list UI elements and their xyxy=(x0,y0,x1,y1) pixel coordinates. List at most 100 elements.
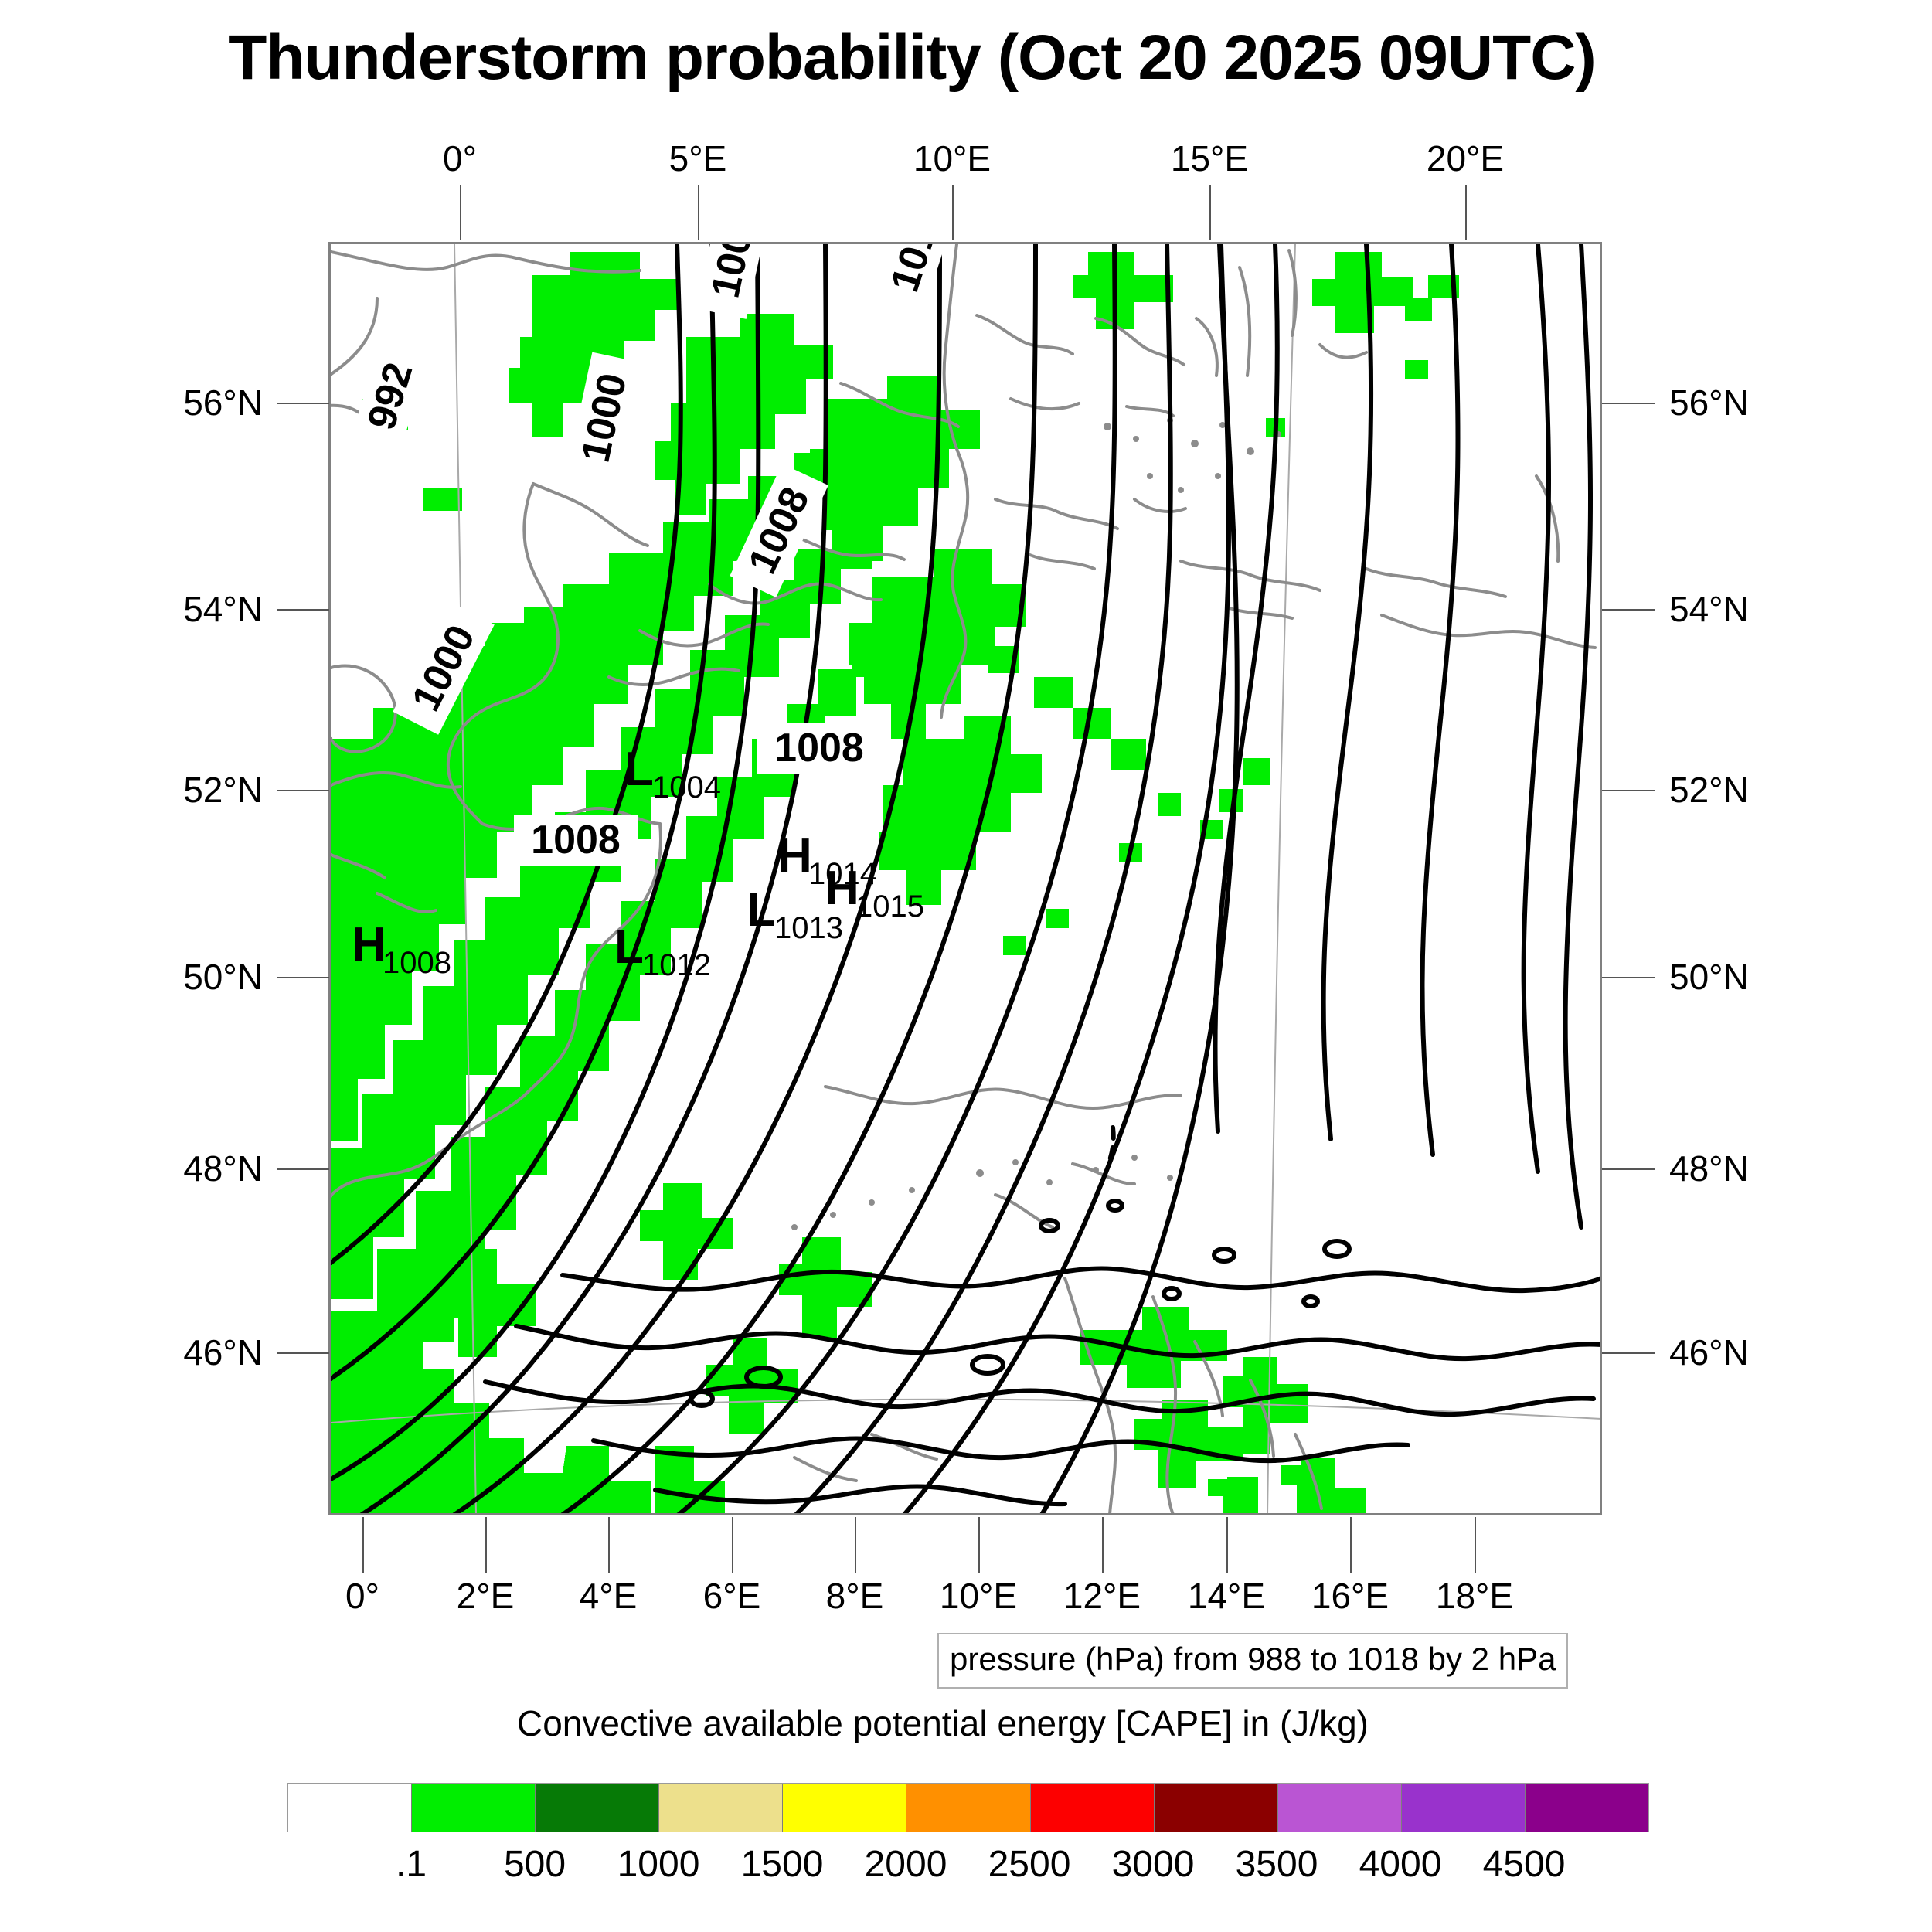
pressure-system-type: H xyxy=(825,862,859,915)
tick-bottom xyxy=(362,1517,364,1573)
colorbar-tick-label: 1000 xyxy=(617,1844,700,1885)
pressure-system-type: H xyxy=(777,829,812,883)
axis-tick-label-left: 56°N xyxy=(183,383,263,423)
axis-tick-label-bottom: 10°E xyxy=(939,1576,1018,1616)
pressure-system-type: L xyxy=(747,883,776,937)
colorbar-tick-label: 500 xyxy=(503,1844,566,1885)
tick-left xyxy=(277,1168,329,1170)
colorbar-tick-label: 2500 xyxy=(988,1844,1071,1885)
tick-left xyxy=(277,790,329,791)
tick-bottom xyxy=(732,1517,733,1573)
tick-right xyxy=(1602,1352,1655,1354)
tick-top xyxy=(1209,185,1211,240)
pressure-system-type: L xyxy=(614,920,644,974)
colorbar-tick-label: .1 xyxy=(395,1844,427,1885)
colorbar-swatch-6 xyxy=(1030,1784,1155,1832)
tick-left xyxy=(277,403,329,404)
axis-tick-label-bottom: 8°E xyxy=(825,1576,884,1616)
colorbar-tick-label: 4000 xyxy=(1359,1844,1442,1885)
pressure-system-marker: L 1013 xyxy=(747,883,843,945)
isobar-contour-layer xyxy=(331,244,1600,1513)
contour-label: 992 xyxy=(359,358,422,435)
colorbar-swatch-8 xyxy=(1277,1784,1402,1832)
contour-label: 1008 xyxy=(774,726,864,770)
colorbar-swatch-10 xyxy=(1525,1784,1649,1832)
tick-bottom xyxy=(1475,1517,1476,1573)
pressure-system-marker: L 1004 xyxy=(624,743,721,804)
tick-right xyxy=(1602,403,1655,404)
axis-tick-label-right: 48°N xyxy=(1669,1148,1749,1189)
pressure-system-marker: H 1015 xyxy=(825,862,924,923)
axis-tick-label-bottom: 16°E xyxy=(1311,1576,1389,1616)
colorbar-tick-label: 2000 xyxy=(864,1844,947,1885)
pressure-system-value: 1012 xyxy=(642,948,711,982)
page-title: Thunderstorm probability (Oct 20 2025 09… xyxy=(228,22,1597,93)
coastline-speckle-layer xyxy=(791,417,1281,1230)
tick-bottom xyxy=(855,1517,856,1573)
axis-tick-label-right: 56°N xyxy=(1669,383,1749,423)
colorbar-tick-label: 1500 xyxy=(740,1844,824,1885)
tick-top xyxy=(952,185,954,240)
axis-tick-label-bottom: 14°E xyxy=(1187,1576,1266,1616)
axis-tick-label-bottom: 0° xyxy=(345,1576,379,1616)
colorbar-swatch-4 xyxy=(783,1784,907,1832)
axis-tick-label-top: 0° xyxy=(443,138,477,179)
colorbar-swatch-7 xyxy=(1154,1784,1278,1832)
tick-right xyxy=(1602,609,1655,611)
axis-tick-label-bottom: 18°E xyxy=(1435,1576,1514,1616)
colorbar-swatch-9 xyxy=(1401,1784,1526,1832)
colorbar-swatch-0 xyxy=(288,1784,413,1832)
tick-left xyxy=(277,609,329,611)
pressure-system-layer: L 1004 H 1008 L 1012 L 1013 xyxy=(352,743,924,982)
colorbar-tick-label: 3000 xyxy=(1111,1844,1195,1885)
map-plot-area: 992 1000 1008 1016 xyxy=(328,242,1602,1515)
tick-right xyxy=(1602,1168,1655,1170)
axis-tick-label-top: 15°E xyxy=(1170,138,1249,179)
colorbar-tick-label: 4500 xyxy=(1482,1844,1566,1885)
axis-tick-label-left: 52°N xyxy=(183,770,263,810)
pressure-system-value: 1004 xyxy=(652,770,721,804)
colorbar-swatch-5 xyxy=(906,1784,1031,1832)
tick-bottom xyxy=(1350,1517,1352,1573)
tick-bottom xyxy=(1226,1517,1228,1573)
colorbar-swatch-1 xyxy=(412,1784,536,1832)
axis-tick-label-left: 54°N xyxy=(183,589,263,629)
axis-tick-label-bottom: 12°E xyxy=(1063,1576,1141,1616)
cape-colorbar[interactable] xyxy=(287,1783,1649,1832)
colorbar-tick-labels: .1 500 1000 1500 2000 2500 3000 3500 400… xyxy=(287,1843,1649,1897)
axis-tick-label-right: 50°N xyxy=(1669,957,1749,997)
tick-right xyxy=(1602,790,1655,791)
axis-tick-label-bottom: 6°E xyxy=(702,1576,761,1616)
pressure-contour-caption: pressure (hPa) from 988 to 1018 by 2 hPa xyxy=(937,1633,1569,1689)
tick-bottom xyxy=(485,1517,487,1573)
pressure-system-value: 1014 xyxy=(808,857,877,891)
tick-top xyxy=(698,185,699,240)
pressure-system-value: 1015 xyxy=(855,889,924,923)
axis-tick-label-top: 20°E xyxy=(1426,138,1505,179)
colorbar-tick-label: 3500 xyxy=(1235,1844,1318,1885)
tick-top xyxy=(1465,185,1467,240)
tick-right xyxy=(1602,977,1655,978)
tick-bottom xyxy=(608,1517,610,1573)
pressure-system-marker: L 1012 xyxy=(614,920,711,982)
tick-bottom xyxy=(978,1517,980,1573)
map-canvas: 992 1000 1008 1016 xyxy=(331,244,1600,1513)
axis-tick-label-right: 46°N xyxy=(1669,1332,1749,1372)
colorbar-swatch-2 xyxy=(536,1784,660,1832)
pressure-system-type: L xyxy=(624,743,654,796)
tick-bottom xyxy=(1102,1517,1104,1573)
colorbar-title: Convective available potential energy [C… xyxy=(516,1703,1369,1743)
pressure-system-type: H xyxy=(352,918,386,971)
pressure-system-marker: H 1014 xyxy=(777,829,877,891)
colorbar-swatch-3 xyxy=(659,1784,784,1832)
axis-tick-label-left: 48°N xyxy=(183,1148,263,1189)
axis-tick-label-bottom: 2°E xyxy=(456,1576,515,1616)
pressure-system-marker: H 1008 xyxy=(352,918,451,980)
tick-left xyxy=(277,1352,329,1354)
pressure-system-value: 1013 xyxy=(774,911,843,945)
contour-label: 1008 xyxy=(531,818,621,862)
axis-tick-label-bottom: 4°E xyxy=(579,1576,638,1616)
axis-tick-label-right: 54°N xyxy=(1669,589,1749,629)
axis-tick-label-right: 52°N xyxy=(1669,770,1749,810)
